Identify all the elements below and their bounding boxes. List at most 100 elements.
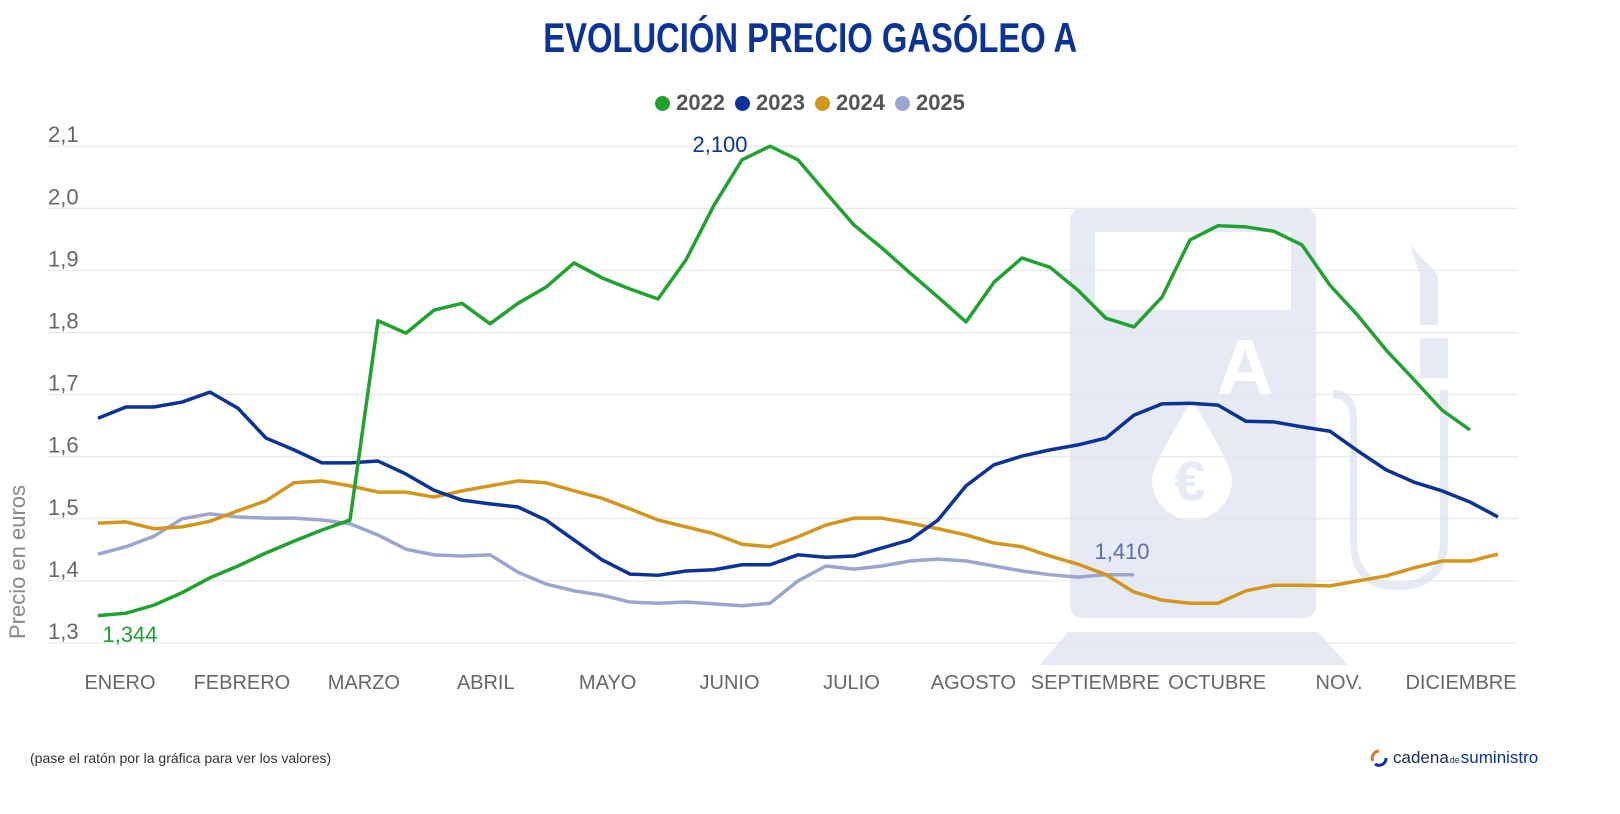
drop-icon — [1152, 400, 1232, 520]
data-point-2023 — [932, 514, 944, 526]
legend-label: 2022 — [676, 90, 726, 115]
data-point-2025 — [624, 596, 636, 608]
data-point-2023 — [1156, 398, 1168, 410]
data-point-2024 — [1184, 597, 1196, 609]
data-point-2025 — [736, 600, 748, 612]
x-tick-label: JULIO — [823, 672, 880, 694]
fuel-pump-watermark: A€ — [1040, 208, 1448, 665]
data-point-2023 — [148, 401, 160, 413]
data-point-2024 — [288, 477, 300, 489]
data-point-2022 — [260, 547, 272, 559]
legend-label: 2025 — [915, 90, 965, 115]
y-tick-label: 1,3 — [48, 619, 79, 644]
data-point-2022 — [204, 572, 216, 584]
pump-nozzle — [1410, 245, 1438, 325]
data-point-2024 — [1156, 594, 1168, 606]
data-point-2022 — [568, 257, 580, 269]
data-point-2024 — [848, 512, 860, 524]
data-point-2022 — [876, 242, 888, 254]
data-point-2025 — [848, 563, 860, 575]
data-point-2025 — [904, 555, 916, 567]
data-point-2025 — [540, 578, 552, 590]
y-tick-label: 1,5 — [48, 495, 79, 520]
data-point-2022 — [1128, 321, 1140, 333]
data-point-2024 — [1016, 541, 1028, 553]
data-point-2024 — [1268, 579, 1280, 591]
data-point-2024 — [568, 485, 580, 497]
data-point-2022 — [1296, 239, 1308, 251]
data-point-2025 — [1044, 569, 1056, 581]
legend-label: 2023 — [756, 90, 805, 115]
data-point-2025 — [568, 585, 580, 597]
data-point-2023 — [624, 568, 636, 580]
data-point-2025 — [876, 560, 888, 572]
data-point-2024 — [792, 531, 804, 543]
data-point-2023 — [512, 501, 524, 513]
data-point-2022 — [1212, 220, 1224, 232]
data-point-2025 — [400, 543, 412, 555]
legend-item-2025[interactable]: 2025 — [894, 90, 965, 116]
data-point-2022 — [540, 281, 552, 293]
data-point-2023 — [1100, 432, 1112, 444]
data-point-2025 — [1016, 565, 1028, 577]
data-point-2023 — [596, 554, 608, 566]
x-tick-label: SEPTIEMBRE — [1031, 672, 1160, 694]
y-tick-label: 1,9 — [48, 246, 79, 271]
data-point-2025 — [652, 597, 664, 609]
data-point-2024 — [680, 521, 692, 533]
data-point-2023 — [1128, 409, 1140, 421]
legend-item-2023[interactable]: 2023 — [735, 90, 805, 116]
legend-item-2022[interactable]: 2022 — [655, 90, 725, 116]
data-point-2023 — [344, 457, 356, 469]
x-tick-label: ENERO — [84, 672, 155, 694]
data-point-2025 — [708, 598, 720, 610]
data-point-2023 — [176, 396, 188, 408]
data-point-2022 — [1184, 234, 1196, 246]
series-line-2025 — [97, 512, 1134, 608]
data-point-2023 — [372, 455, 384, 467]
data-label: 1,410 — [1094, 539, 1149, 564]
data-point-2023 — [1492, 511, 1504, 523]
legend-item-2024[interactable]: 2024 — [815, 90, 885, 116]
x-tick-label: MARZO — [328, 672, 400, 694]
data-point-2023 — [848, 550, 860, 562]
data-point-2024 — [484, 480, 496, 492]
data-point-2024 — [988, 537, 1000, 549]
data-point-2025 — [456, 550, 468, 562]
data-point-2024 — [1324, 580, 1336, 592]
chart-title: EVOLUCIÓN PRECIO GASÓLEO A — [0, 14, 1620, 62]
data-point-2023 — [652, 569, 664, 581]
x-tick-label: OCTUBRE — [1168, 672, 1266, 694]
data-point-2024 — [1212, 597, 1224, 609]
footer-note: (pase el ratón por la gráfica para ver l… — [30, 750, 332, 766]
data-point-2022 — [92, 610, 104, 622]
logo: cadena de suministro — [1370, 748, 1538, 768]
data-point-2022 — [1380, 344, 1392, 356]
data-point-2022 — [288, 535, 300, 547]
data-point-2022 — [960, 316, 972, 328]
data-point-2023 — [876, 542, 888, 554]
data-point-2022 — [1044, 261, 1056, 273]
data-point-2023 — [680, 565, 692, 577]
data-point-2023 — [1212, 399, 1224, 411]
data-point-2022 — [1240, 221, 1252, 233]
data-point-2024 — [1352, 575, 1364, 587]
pump-base — [1040, 632, 1348, 665]
data-point-2022 — [652, 293, 664, 305]
x-tick-label: JUNIO — [700, 672, 760, 694]
data-point-2023 — [288, 444, 300, 456]
data-point-2024 — [512, 475, 524, 487]
data-point-2022 — [904, 267, 916, 279]
data-label: 1,344 — [102, 622, 157, 647]
data-point-2024 — [652, 514, 664, 526]
data-point-2023 — [428, 484, 440, 496]
data-point-2024 — [316, 475, 328, 487]
series-line-2024 — [97, 479, 1499, 606]
y-tick-label: 2,0 — [48, 184, 79, 209]
data-point-2024 — [540, 477, 552, 489]
data-point-2022 — [484, 318, 496, 330]
data-point-2023 — [1296, 421, 1308, 433]
y-tick-label: 2,1 — [48, 122, 79, 147]
data-point-2022 — [1100, 312, 1112, 324]
